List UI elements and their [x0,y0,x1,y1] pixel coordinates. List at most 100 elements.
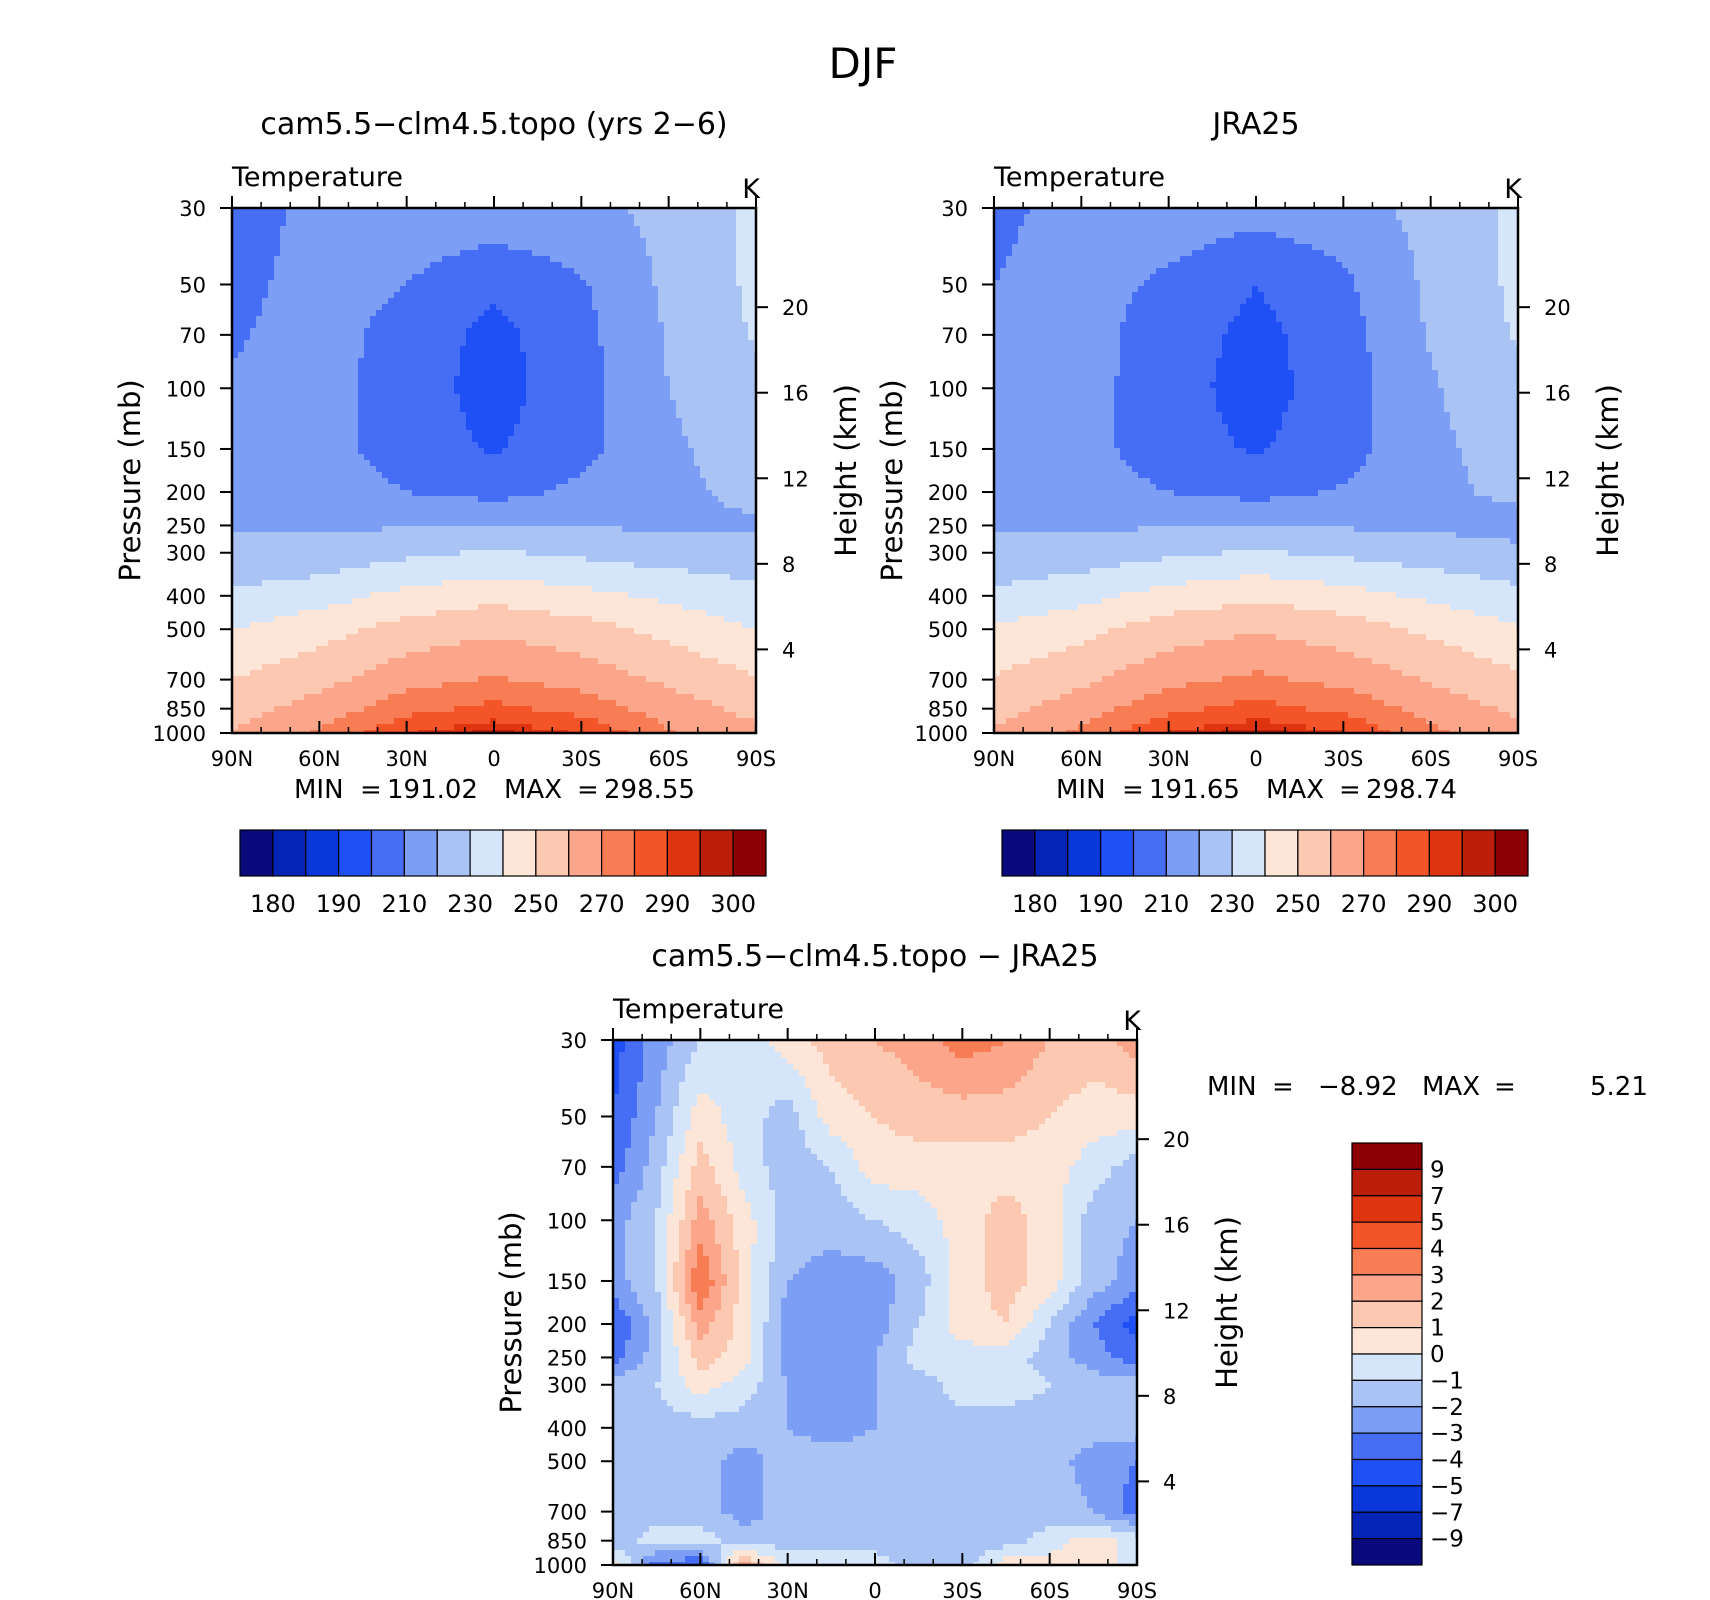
contour-cell [460,220,467,227]
contour-cell [286,238,293,245]
contour-cell [478,382,485,389]
contour-cell [370,370,377,377]
contour-cell [244,532,251,539]
contour-cell [364,238,371,245]
contour-cell [256,418,263,425]
contour-cell [502,262,509,269]
contour-cell [550,250,557,257]
contour-cell [298,220,305,227]
contour-cell [322,526,329,533]
contour-cell [724,382,731,389]
contour-cell [454,340,461,347]
contour-cell [256,256,263,263]
contour-cell [688,478,695,485]
contour-cell [334,424,341,431]
contour-cell [406,232,413,239]
contour-cell [304,256,311,263]
contour-cell [352,364,359,371]
contour-cell [514,298,521,305]
contour-cell [544,406,551,413]
contour-cell [502,214,509,221]
contour-cell [598,430,605,437]
contour-cell [652,298,659,305]
contour-cell [508,292,515,299]
contour-cell [718,394,725,401]
contour-cell [544,328,551,335]
contour-cell [454,292,461,299]
contour-cell [676,256,683,263]
contour-cell [640,286,647,293]
contour-cell [550,304,557,311]
contour-cell [274,454,281,461]
contour-cell [256,478,263,485]
contour-cell [574,322,581,329]
contour-cell [634,274,641,281]
contour-cell [598,442,605,449]
contour-cell [496,280,503,287]
contour-cell [268,394,275,401]
contour-cell [244,382,251,389]
contour-cell [436,316,443,323]
contour-cell [658,208,665,215]
contour-cell [490,442,497,449]
contour-cell [292,322,299,329]
contour-cell [406,472,413,479]
contour-cell [628,304,635,311]
contour-cell [382,298,389,305]
contour-cell [670,514,677,521]
contour-cell [544,526,551,533]
contour-cell [508,226,515,233]
contour-cell [640,250,647,257]
contour-cell [328,490,335,497]
contour-cell [292,328,299,335]
contour-cell [502,460,509,467]
contour-cell [256,208,263,215]
contour-cell [334,328,341,335]
contour-cell [580,310,587,317]
contour-cell [556,310,563,317]
contour-cell [484,310,491,317]
contour-cell [322,316,329,323]
contour-cell [280,448,287,455]
contour-cell [544,502,551,509]
contour-cell [538,322,545,329]
contour-cell [646,514,653,521]
contour-cell [274,544,281,551]
contour-cell [460,388,467,395]
contour-cell [442,376,449,383]
contour-cell [568,454,575,461]
contour-cell [334,232,341,239]
contour-cell [604,424,611,431]
contour-cell [610,460,617,467]
contour-cell [670,298,677,305]
contour-cell [604,448,611,455]
contour-cell [712,226,719,233]
contour-cell [664,286,671,293]
contour-cell [268,250,275,257]
contour-cell [604,316,611,323]
contour-cell [490,544,497,551]
contour-cell [340,484,347,491]
contour-cell [604,460,611,467]
contour-cell [598,490,605,497]
contour-cell [316,466,323,473]
contour-cell [274,448,281,455]
contour-cell [478,520,485,527]
contour-cell [604,406,611,413]
contour-cell [250,466,257,473]
contour-cell [364,448,371,455]
contour-cell [238,490,245,497]
contour-cell [688,370,695,377]
contour-cell [358,442,365,449]
contour-cell [532,304,539,311]
contour-cell [640,532,647,539]
contour-cell [382,388,389,395]
contour-cell [340,466,347,473]
contour-cell [658,358,665,365]
contour-cell [604,250,611,257]
contour-cell [370,286,377,293]
contour-cell [250,262,257,269]
contour-cell [616,214,623,221]
contour-cell [250,484,257,491]
contour-cell [616,544,623,551]
